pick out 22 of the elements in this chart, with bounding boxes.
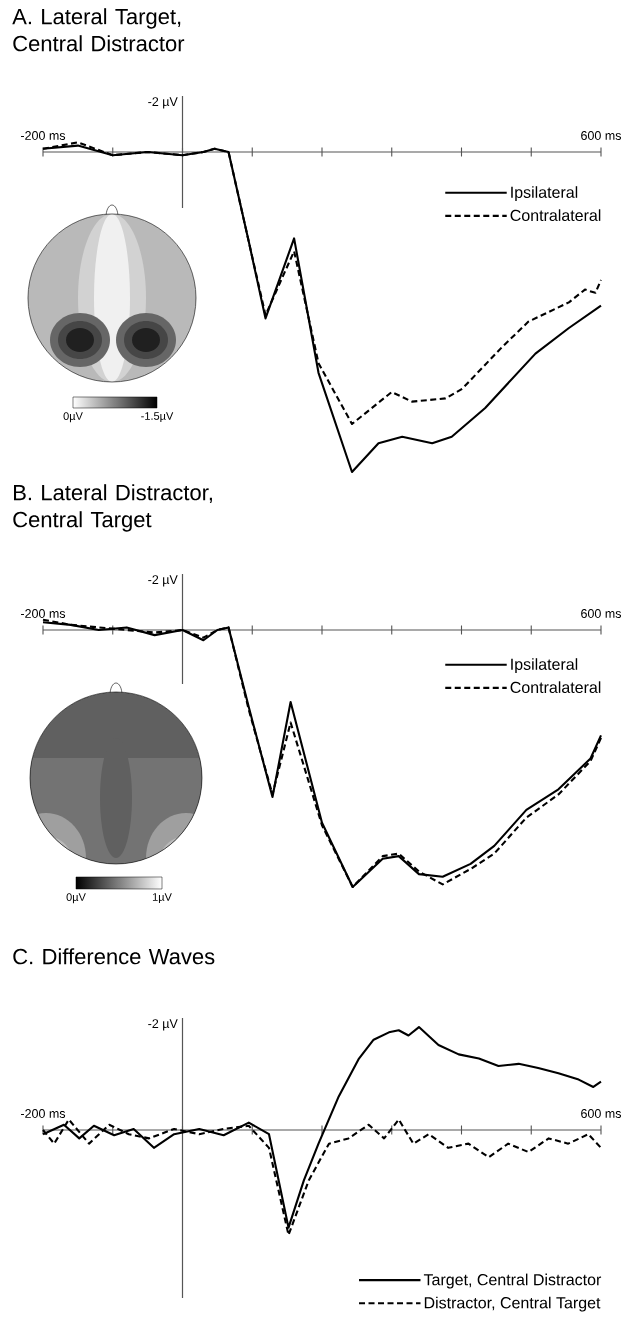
annotation: 0µV: [63, 412, 83, 423]
legend-label: Distractor, Central Target: [424, 1296, 601, 1312]
text: 0µV: [66, 893, 86, 904]
x-tick-label: -200 ms: [20, 609, 66, 618]
chart-title: A. Lateral Target, Central Distractor: [12, 8, 185, 52]
chart-title: B. Lateral Distractor, Central Target: [13, 484, 212, 532]
x-tick-label: -200 ms: [20, 1109, 66, 1118]
x-tick-label: -200 ms: [20, 131, 66, 140]
annotation: -1.5µV: [141, 412, 174, 423]
x-tick-label: 600 ms: [581, 1109, 622, 1118]
annotation: -2 µV: [148, 1019, 178, 1031]
text: -2 µV: [148, 97, 178, 109]
x-tick-label: 600 ms: [581, 131, 622, 140]
legend-label: Contralateral: [510, 209, 601, 222]
legend-label: Ipsilateral: [511, 658, 578, 674]
text: -2 µV: [148, 575, 178, 587]
chart-title: C. Difference Waves: [13, 948, 215, 965]
x-tick-label: 600 ms: [581, 609, 622, 618]
legend-label: Ipsilateral: [511, 186, 578, 202]
legend-label: Contralateral: [510, 681, 601, 694]
legend-label: Target, Central Distractor: [423, 1273, 602, 1289]
text: 1µV: [152, 893, 172, 904]
